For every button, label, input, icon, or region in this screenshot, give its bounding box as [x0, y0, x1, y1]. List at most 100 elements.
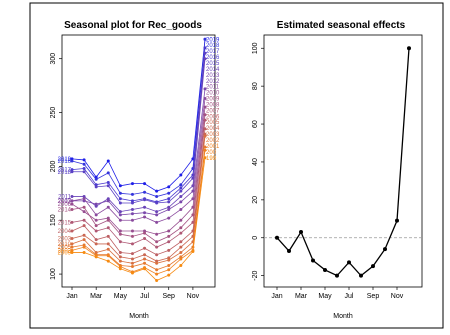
right-data-point [383, 247, 387, 252]
left-data-point [179, 263, 183, 267]
left-data-point [94, 218, 98, 222]
left-series-line [71, 39, 206, 192]
left-data-point [70, 168, 74, 172]
left-data-point [167, 240, 171, 244]
left-data-point [143, 267, 147, 271]
left-year-label-start: 2017 [58, 168, 72, 174]
left-data-point [94, 177, 98, 181]
right-y-tick-label: 0 [252, 236, 259, 240]
left-data-point [82, 158, 86, 162]
right-data-point [311, 258, 315, 263]
left-data-point [167, 263, 171, 267]
left-data-point [167, 207, 171, 211]
right-plot-frame [263, 34, 423, 288]
left-data-point [94, 251, 98, 255]
right-x-tick-label: Sep [367, 293, 380, 300]
left-data-point [82, 195, 86, 199]
left-data-point [118, 259, 122, 263]
left-data-point [106, 259, 110, 263]
left-data-point [143, 246, 147, 250]
left-data-point [82, 162, 86, 166]
left-year-label-end: 2005 [206, 120, 220, 126]
left-data-point [70, 202, 74, 206]
left-year-label-start: 2009 [58, 251, 72, 257]
left-series-line [71, 146, 206, 271]
left-data-point [179, 207, 183, 211]
left-data-point [179, 255, 183, 259]
left-data-point [106, 234, 110, 238]
left-data-point [82, 251, 86, 255]
left-series-line [71, 107, 206, 235]
right-series-line [276, 48, 410, 277]
left-data-point [118, 201, 122, 205]
left-data-point [179, 257, 183, 261]
left-data-point [82, 238, 86, 242]
left-data-point [179, 195, 183, 199]
right-y-tick-label: 40 [252, 158, 259, 166]
left-data-point [155, 189, 159, 193]
left-data-point [167, 268, 171, 272]
left-data-point [70, 207, 74, 211]
left-year-label-start: 2002 [58, 248, 72, 254]
left-data-point [94, 242, 98, 246]
left-x-tick-label: Jan [66, 293, 77, 300]
left-data-point [70, 251, 74, 255]
left-data-point [130, 201, 134, 205]
left-x-tick-label: May [114, 293, 128, 300]
left-data-point [167, 200, 171, 204]
left-data-point [203, 148, 207, 152]
right-data-point [359, 273, 363, 278]
left-data-point [70, 242, 74, 246]
left-data-point [70, 170, 74, 174]
left-series-line [71, 150, 206, 275]
left-data-point [118, 255, 122, 259]
left-y-axis: 100 150 200 250 300 [50, 53, 62, 280]
left-year-label-start: 2004 [58, 229, 72, 235]
left-data-point [143, 231, 147, 235]
left-data-point [179, 231, 183, 235]
left-x-tick-label: Jul [140, 293, 149, 300]
left-data-point [130, 199, 134, 203]
left-plot-frame [61, 34, 216, 288]
left-data-point [203, 145, 207, 149]
left-data-point [106, 159, 110, 163]
left-year-label-start: 2005 [58, 245, 72, 251]
left-data-point [82, 245, 86, 249]
left-data-point [118, 197, 122, 201]
left-data-point [94, 255, 98, 259]
left-data-point [155, 201, 159, 205]
left-data-point [143, 182, 147, 186]
left-y-tick-label: 100 [50, 268, 57, 280]
left-data-point [70, 220, 74, 224]
left-data-point [82, 210, 86, 214]
left-data-point [203, 134, 207, 138]
left-data-point [82, 205, 86, 209]
left-data-point [70, 229, 74, 233]
left-data-point [130, 265, 134, 269]
left-data-point [143, 211, 147, 215]
left-data-point [118, 251, 122, 255]
left-data-point [70, 195, 74, 199]
left-data-point [167, 256, 171, 260]
left-data-point [203, 97, 207, 101]
left-data-point [179, 226, 183, 230]
left-year-label-end: 2001 [206, 144, 220, 150]
left-data-point [106, 226, 110, 230]
left-year-label-end: 2010 [206, 91, 220, 97]
left-data-point [203, 156, 207, 160]
left-data-point [167, 258, 171, 262]
left-data-point [130, 242, 134, 246]
right-data-point [371, 264, 375, 269]
left-chart-title: Seasonal plot for Rec_goods [64, 20, 202, 31]
left-year-label-end: 2016 [206, 55, 220, 61]
left-data-point [203, 105, 207, 109]
left-year-label-end: 2003 [206, 132, 220, 138]
left-data-point [94, 224, 98, 228]
left-year-label-start: 2019 [58, 157, 72, 163]
left-data-point [118, 213, 122, 217]
left-data-point [82, 197, 86, 201]
left-data-point [70, 245, 74, 249]
left-data-point [143, 205, 147, 209]
right-y-tick-label: 100 [252, 42, 259, 54]
